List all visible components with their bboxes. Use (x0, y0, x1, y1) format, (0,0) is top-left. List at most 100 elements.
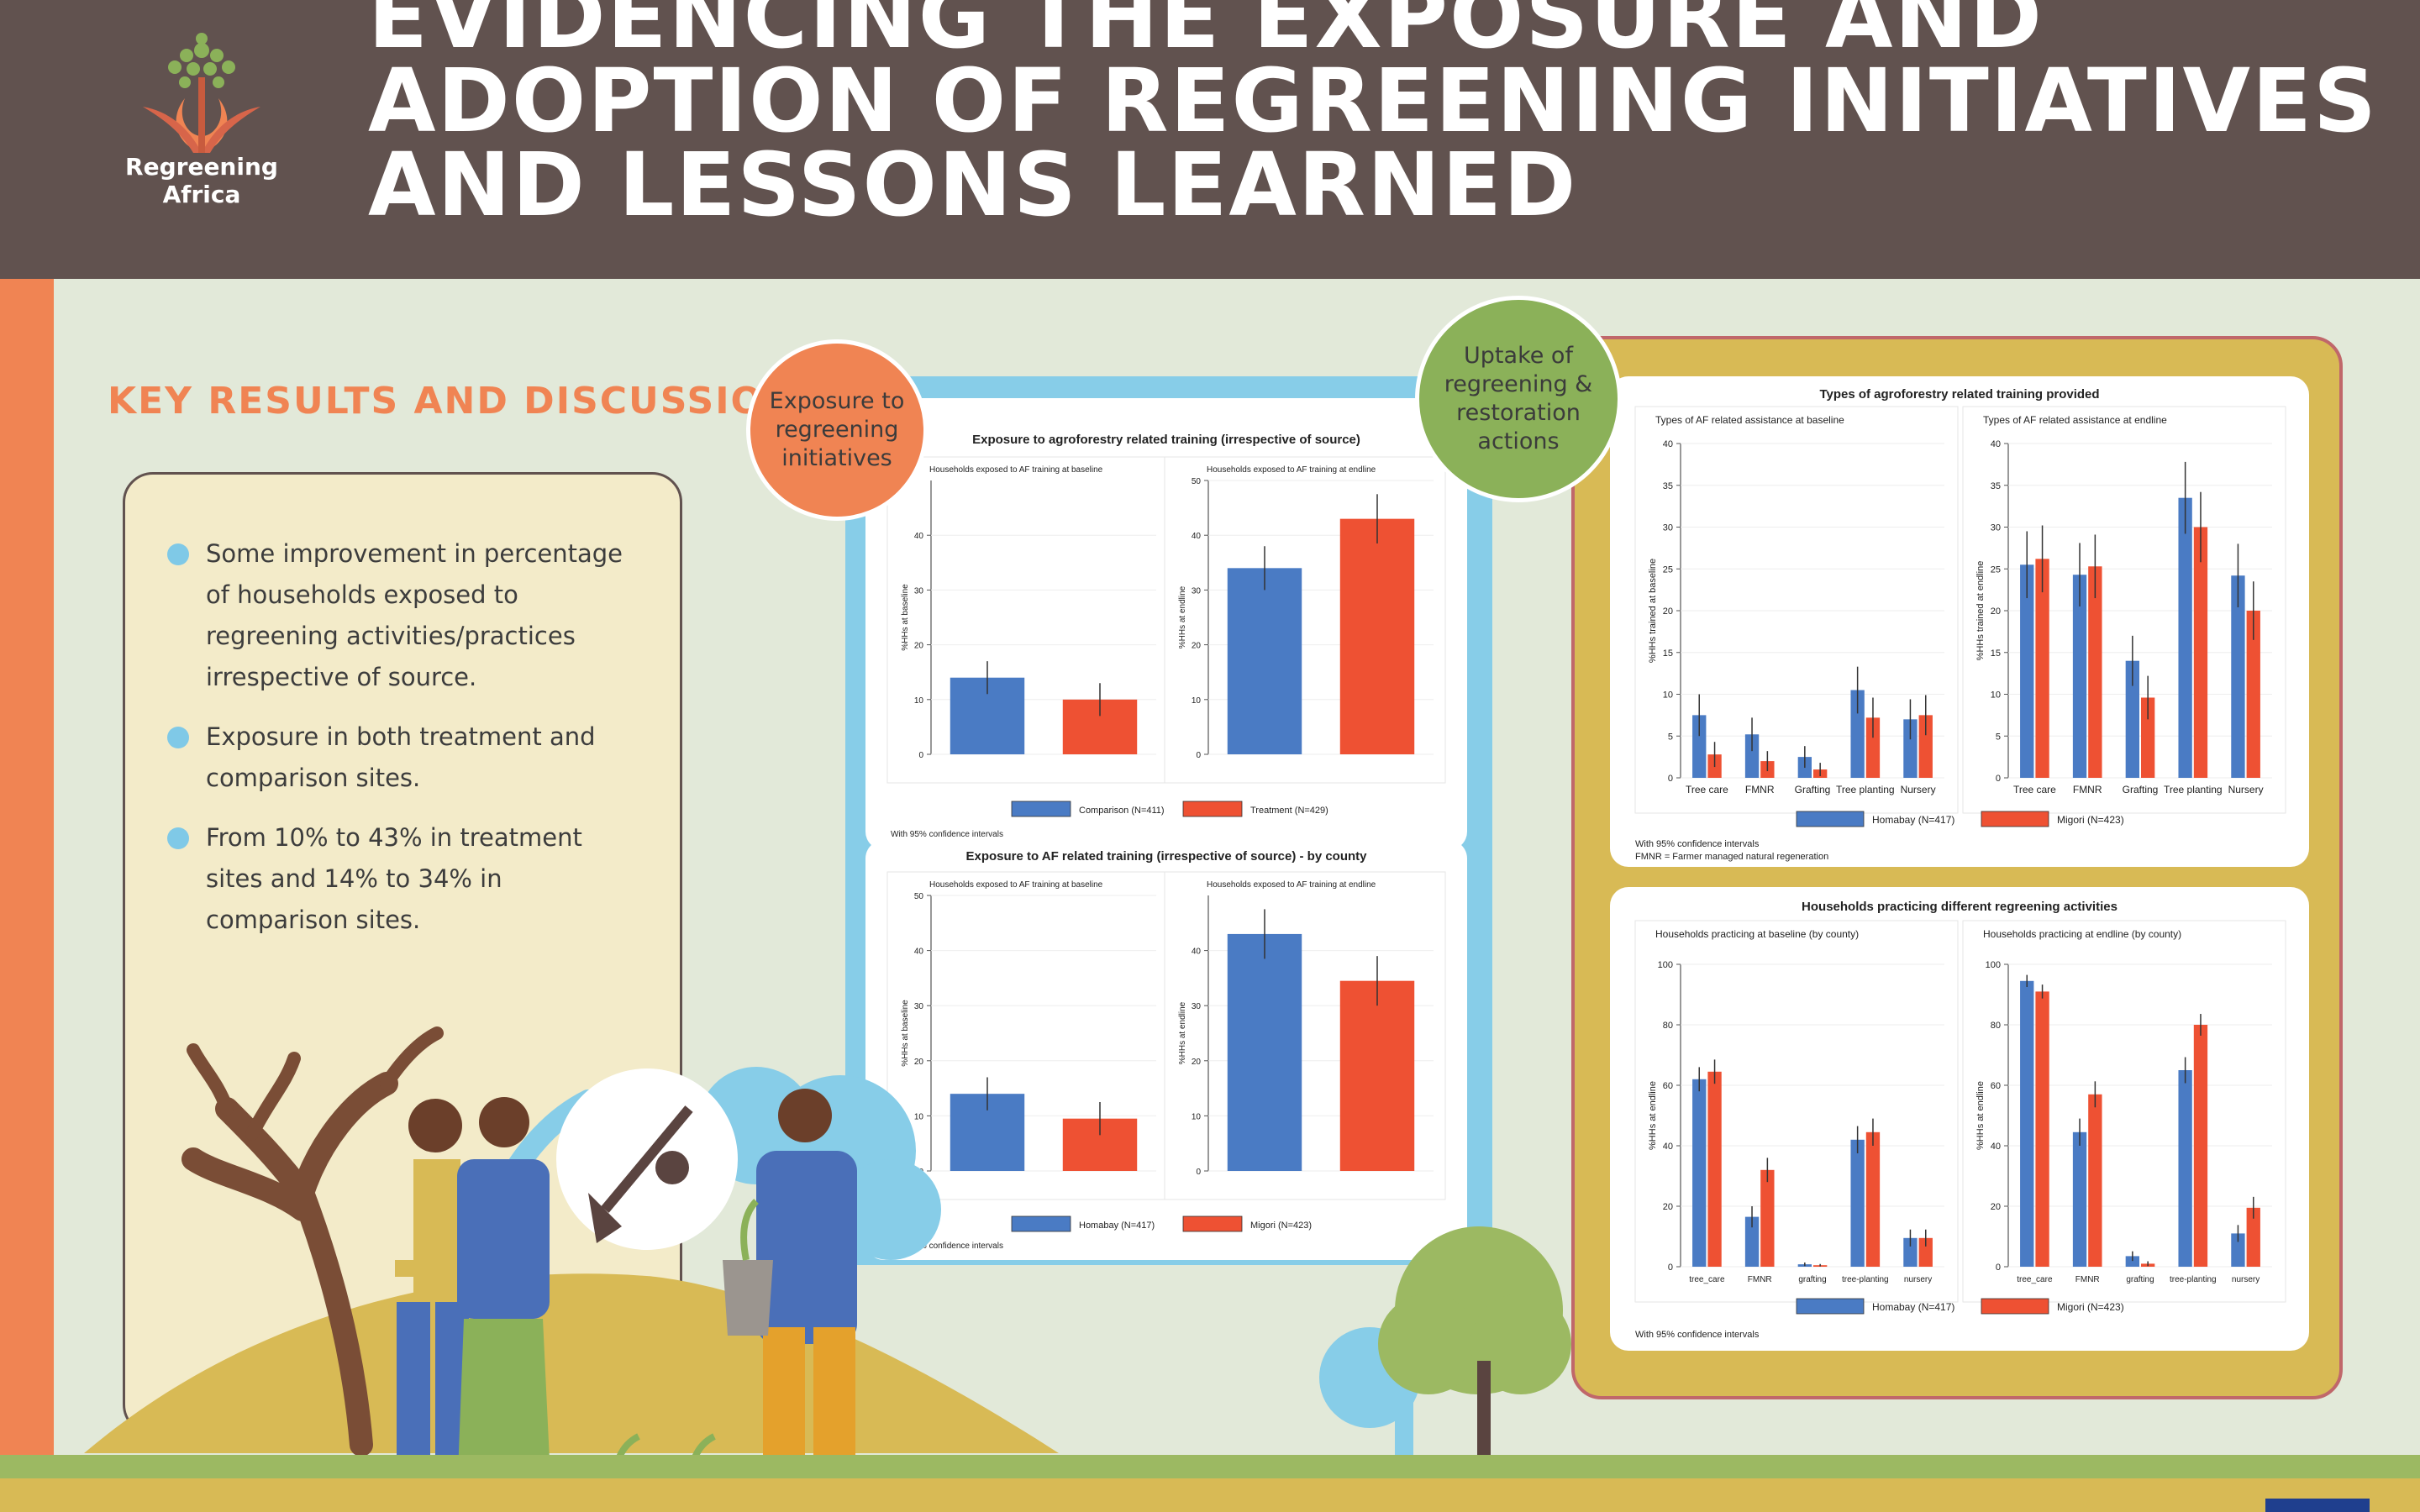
bar (2020, 980, 2034, 1267)
y-tick-label: 25 (1991, 564, 2001, 575)
y-tick-label: 40 (914, 948, 924, 957)
header-banner: Regreening Africa EVIDENCING THE EXPOSUR… (0, 0, 2420, 279)
legend-swatch (1796, 1298, 1865, 1315)
y-tick-label: 40 (1991, 439, 2001, 449)
footer-strip (0, 1478, 2420, 1512)
y-tick-label: 40 (914, 532, 924, 541)
legend-label: Migori (N=423) (2057, 814, 2124, 826)
legend-label: Homabay (N=417) (1872, 1301, 1954, 1313)
bar (1850, 1139, 1865, 1267)
y-tick-label: 0 (1996, 1263, 2001, 1273)
exposure-charts-frame: Exposure to agroforestry related trainin… (845, 376, 1492, 1265)
y-tick-label: 15 (1991, 648, 2001, 659)
chart-note: With 95% confidence intervals (1635, 839, 1760, 849)
eu-flag-icon (2265, 1499, 2370, 1512)
uptake-circle-badge: Uptake of regreening & restoration actio… (1415, 296, 1622, 502)
section-heading: KEY RESULTS AND DISCUSSION (108, 380, 797, 423)
panel-subtitle: Households practicing at endline (by cou… (1983, 928, 2181, 940)
bar (1692, 1079, 1707, 1267)
y-tick-label: 20 (914, 642, 924, 651)
chart-panel: Types of AF related assistance at endlin… (1962, 406, 2286, 814)
chart-svg: Exposure to AF related training (irrespe… (886, 849, 1446, 1251)
chart-panel: Households practicing at baseline (by co… (1634, 920, 1959, 1303)
y-tick-label: 20 (1663, 606, 1673, 617)
x-tick-label: FMNR (2073, 784, 2102, 795)
y-tick-label: 0 (1196, 751, 1201, 760)
bar (1918, 715, 1933, 778)
bar (2246, 1207, 2260, 1267)
x-tick-label: nursery (2232, 1275, 2260, 1284)
y-tick-label: 40 (1663, 1142, 1673, 1152)
chart-note: FMNR = Farmer managed natural regenerati… (1635, 852, 1828, 862)
y-tick-label: 10 (1192, 1112, 1202, 1121)
chart-panel: Households exposed to AF training at bas… (886, 871, 1169, 1200)
y-tick-label: 5 (1996, 732, 2001, 742)
legend-swatch (1182, 1215, 1243, 1232)
y-tick-label: 30 (1663, 523, 1673, 533)
chart-card-practicing: Households practicing different regreeni… (1610, 887, 2309, 1351)
y-tick-label: 60 (1663, 1081, 1673, 1091)
bar (2035, 991, 2049, 1267)
chart-card-exposure: Exposure to agroforestry related trainin… (865, 398, 1467, 850)
chart-title: Exposure to agroforestry related trainin… (972, 433, 1360, 447)
y-tick-label: 10 (1663, 690, 1673, 701)
farmers-illustration (84, 1026, 1571, 1512)
ground-strip (0, 1455, 2420, 1478)
bar (1744, 1216, 1760, 1267)
chart-svg: Exposure to agroforestry related trainin… (886, 433, 1446, 839)
x-tick-label: tree_care (2017, 1275, 2053, 1284)
bullet-text: Some improvement in percentage of househ… (206, 539, 623, 691)
y-tick-label: 5 (1668, 732, 1673, 742)
x-tick-label: tree-planting (2170, 1275, 2217, 1284)
chart-panel: Types of AF related assistance at baseli… (1634, 406, 1959, 814)
y-tick-label: 50 (1192, 477, 1202, 486)
bar (1760, 1169, 1775, 1267)
chart-panel: Households exposed to AF training at bas… (886, 456, 1169, 784)
chart-panel: Households exposed to AF training at end… (1164, 456, 1446, 784)
y-tick-label: 35 (1991, 481, 2001, 491)
bar (2231, 575, 2245, 778)
panel-subtitle: Households exposed to AF training at bas… (929, 880, 1103, 890)
chart-legend: Homabay (N=417) Migori (N=423) (1796, 811, 2124, 827)
legend-label: Comparison (N=411) (1079, 806, 1165, 816)
y-axis-label: %HHs at baseline (901, 1000, 910, 1067)
y-tick-label: 0 (1668, 1263, 1673, 1273)
y-tick-label: 0 (1996, 774, 2001, 784)
left-accent-bar (0, 279, 54, 1512)
bar (2088, 566, 2102, 778)
y-axis-label: %HHs at endline (1648, 1081, 1658, 1150)
y-tick-label: 10 (1991, 690, 2001, 701)
legend-label: Migori (N=423) (1250, 1221, 1312, 1231)
legend-label: Homabay (N=417) (1872, 814, 1954, 826)
y-tick-label: 25 (1663, 564, 1673, 575)
y-tick-label: 80 (1663, 1021, 1673, 1031)
y-tick-label: 100 (1986, 960, 2001, 970)
y-tick-label: 10 (914, 696, 924, 706)
bar (1850, 690, 1865, 778)
logo-name: Regreening Africa (125, 153, 278, 208)
bar (2193, 527, 2208, 778)
bar (1339, 980, 1415, 1171)
chart-legend: Homabay (N=417) Migori (N=423) (1011, 1215, 1312, 1232)
y-tick-label: 0 (1668, 774, 1673, 784)
chart-legend: Homabay (N=417) Migori (N=423) (1796, 1298, 2124, 1315)
x-tick-label: Tree planting (2164, 784, 2223, 795)
page-title: EVIDENCING THE EXPOSURE AND ADOPTION OF … (368, 0, 2402, 228)
bar (2125, 660, 2139, 778)
x-tick-label: Nursery (1901, 784, 1936, 795)
y-tick-label: 0 (1196, 1168, 1201, 1177)
y-tick-label: 60 (1991, 1081, 2001, 1091)
y-axis-label: %HHs trained at endline (1975, 561, 1986, 661)
legend-label: Homabay (N=417) (1079, 1221, 1155, 1231)
bar (1903, 1237, 1918, 1267)
bar (1903, 719, 1918, 778)
y-tick-label: 30 (1192, 1002, 1202, 1011)
chart-card-exposure-county: Exposure to AF related training (irrespe… (865, 840, 1467, 1260)
y-axis-label: %HHs trained at baseline (1648, 559, 1658, 663)
y-tick-label: 20 (1192, 642, 1202, 651)
x-tick-label: Tree care (2013, 784, 2056, 795)
chart-panel: Households exposed to AF training at end… (1164, 871, 1446, 1200)
y-axis-label: %HHs at endline (1975, 1081, 1986, 1150)
y-tick-label: 30 (1991, 523, 2001, 533)
x-tick-label: Nursery (2228, 784, 2264, 795)
